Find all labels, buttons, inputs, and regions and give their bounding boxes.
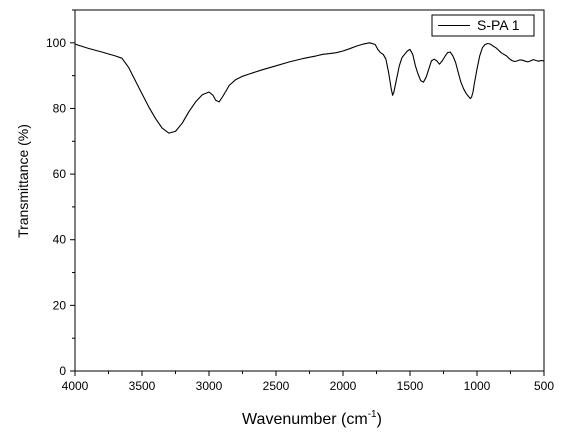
legend: S-PA 1 — [431, 14, 535, 37]
y-tick-label: 80 — [53, 101, 67, 115]
y-tick-label: 40 — [53, 233, 67, 247]
plot-area: 4000 3500 3000 2500 2000 1500 1000 500 0 20 40 60 80… — [46, 9, 554, 393]
y-axis-title: Transmittance (%) — [15, 124, 31, 238]
legend-label: S-PA 1 — [477, 17, 520, 33]
x-tick-label: 3500 — [129, 379, 156, 393]
y-tick-label: 100 — [46, 36, 66, 50]
x-tick-label: 2500 — [263, 379, 290, 393]
x-tick-label: 1000 — [464, 379, 491, 393]
series-line — [74, 42, 545, 134]
x-tick-label: 3000 — [196, 379, 223, 393]
x-axis-title-superscript: -1 — [368, 409, 377, 420]
x-tick-label: 1500 — [397, 379, 424, 393]
y-tick-label: 20 — [53, 298, 67, 312]
x-tick-label: 4000 — [62, 379, 89, 393]
x-axis-title-suffix: ) — [377, 411, 382, 428]
legend-box — [431, 14, 535, 37]
y-tick-label: 0 — [59, 364, 66, 378]
x-axis-title-main: Wavenumber (cm — [242, 411, 368, 428]
y-tick-label: 60 — [53, 167, 67, 181]
x-tick-label: 2000 — [330, 379, 357, 393]
x-axis-title: Wavenumber (cm-1) — [242, 409, 382, 428]
plot-frame — [74, 9, 545, 372]
x-tick-label: 500 — [534, 379, 554, 393]
